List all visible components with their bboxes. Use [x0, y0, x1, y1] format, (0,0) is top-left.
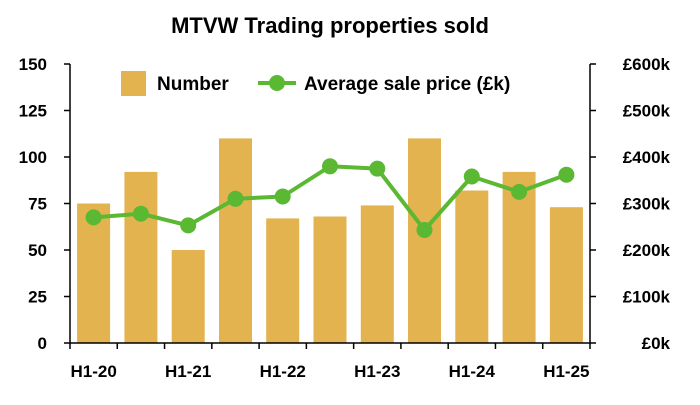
y-left-tick-label: 100 — [19, 148, 47, 167]
x-tick-label: H1-20 — [70, 362, 116, 381]
legend-swatch-number — [121, 71, 146, 96]
price-point-h1-24 — [463, 168, 480, 185]
bar-h1-25 — [549, 207, 583, 343]
legend-label-price: Average sale price (£k) — [304, 74, 510, 95]
bar-h1-22 — [266, 218, 300, 343]
y-right-tick-label: £400k — [623, 148, 671, 167]
y-right-tick-label: £300k — [623, 195, 671, 214]
bar-h2-22 — [313, 216, 347, 343]
y-right-tick-label: £500k — [623, 102, 671, 121]
legend-label-number: Number — [157, 74, 229, 95]
bar-h2-23 — [408, 138, 441, 343]
axes-layer — [64, 63, 596, 349]
price-point-h2-20 — [132, 205, 149, 222]
x-tick-label: H1-25 — [543, 362, 589, 381]
legend-swatch-price-marker — [269, 75, 285, 91]
legend: Number Average sale price (£k) — [121, 71, 510, 96]
price-point-h1-22 — [274, 188, 291, 205]
line-layer — [85, 158, 575, 238]
chart-title: MTVW Trading properties sold — [171, 13, 489, 38]
bar-h2-21 — [219, 138, 252, 343]
price-point-h1-21 — [180, 217, 197, 234]
y-left-tick-label: 25 — [28, 288, 47, 307]
y-right-tick-label: £600k — [623, 55, 671, 74]
bar-h1-20 — [77, 203, 111, 343]
y-left-tick-label: 150 — [19, 55, 47, 74]
bars-layer — [77, 138, 583, 343]
x-tick-label: H1-22 — [260, 362, 306, 381]
x-tick-label: H1-23 — [354, 362, 400, 381]
y-left-tick-label: 0 — [38, 334, 47, 353]
price-point-h1-23 — [369, 160, 386, 177]
y-right-tick-label: £200k — [623, 241, 671, 260]
bar-h2-24 — [502, 171, 536, 343]
bar-h2-20 — [124, 171, 158, 343]
x-tick-label: H1-24 — [449, 362, 496, 381]
bar-h1-23 — [360, 205, 394, 343]
price-point-h1-20 — [85, 209, 102, 226]
price-point-h2-24 — [511, 183, 528, 200]
y-left-tick-label: 125 — [19, 102, 47, 121]
price-point-h1-25 — [558, 166, 575, 183]
price-point-h2-22 — [322, 158, 338, 175]
y-right-tick-label: £100k — [623, 288, 671, 307]
bar-h1-24 — [455, 190, 489, 343]
ticks-layer: 0 25 50 75 100 125 150 £0k £100k £200k £300k £400k £… — [19, 55, 671, 381]
bar-h1-21 — [171, 250, 205, 343]
x-tick-label: H1-21 — [165, 362, 211, 381]
price-point-h2-23 — [416, 222, 433, 238]
y-left-tick-label: 75 — [28, 195, 47, 214]
y-right-tick-label: £0k — [642, 334, 671, 353]
price-point-h2-21 — [227, 190, 244, 207]
y-left-tick-label: 50 — [28, 241, 47, 260]
